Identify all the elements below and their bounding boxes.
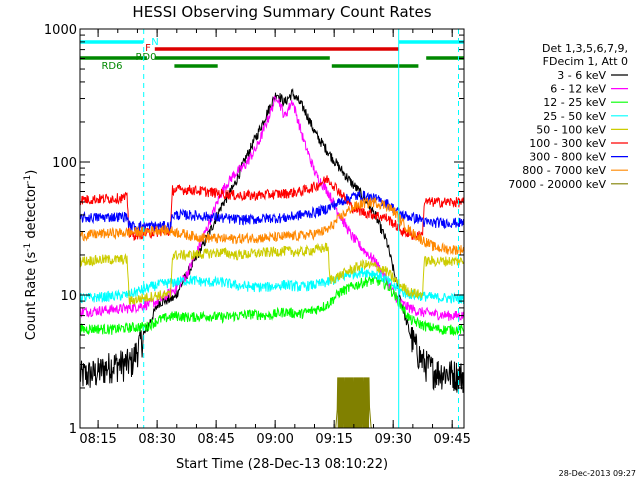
x-tick-label-09-15: 09:15 [315,432,352,447]
legend-label-300-800-kev: 300 - 800 keV [529,151,606,164]
x-axis-label: Start Time (28-Dec-13 08:10:22) [176,457,388,472]
y-axis-label-main: Count Rate (s [24,252,39,341]
legend-label-800-7000-kev: 800 - 7000 keV [522,164,606,177]
x-tick-label-08-45: 08:45 [197,432,234,447]
y-axis-label-sup: -1 [23,243,33,252]
series-line-7000-20000-kev [80,377,464,429]
legend: Det 1,3,5,6,7,9, FDecim 1, Att 0 3 - 6 k… [508,42,628,191]
legend-header-decim: FDecim 1, Att 0 [543,55,628,68]
series-line-800-7000-kev [79,196,465,256]
legend-label-7000-20000-kev: 7000 - 20000 keV [508,178,606,191]
x-tick-label-09-45: 09:45 [433,432,470,447]
footer-timestamp: 28-Dec-2013 09:27 [559,469,636,478]
x-tick-label-08-30: 08:30 [138,432,175,447]
series-line-300-800-kev [79,189,465,233]
legend-label-50-100-kev: 50 - 100 keV [536,123,606,136]
legend-label-12-25-kev: 12 - 25 keV [543,96,606,109]
y-axis-label-end: ) [24,170,39,175]
y-axis-label-mid: detector [24,183,39,243]
plot-frame [79,28,465,429]
x-tick-label-09-00: 09:00 [256,432,293,447]
y-tick-label-1000: 1000 [44,23,77,38]
series-layer [79,87,465,429]
state-bar-label-rd6: RD6 [101,61,122,72]
series-line-3-6-kev [79,87,465,393]
legend-label-25-50-kev: 25 - 50 keV [543,110,606,123]
axes-layer: 08:15 08:30 08:45 09:00 09:15 09:30 09:45 1 10 10… [44,23,471,447]
y-axis-label: Count Rate (s-1 detector-1) [23,170,39,341]
chart-title: HESSI Observing Summary Count Rates [132,3,431,21]
y-tick-label-100: 100 [52,156,77,171]
state-bar-label-f: F [145,43,151,54]
svg-text:Count Rate (s-1 detector-1): Count Rate (s-1 detector-1) [23,170,39,341]
state-bar-label-n: N [151,37,158,48]
y-axis-label-sup2: -1 [23,175,33,184]
x-tick-label-08-15: 08:15 [79,432,116,447]
x-tick-label-09-30: 09:30 [374,432,411,447]
legend-header-detectors: Det 1,3,5,6,7,9, [542,42,628,55]
y-tick-label-10: 10 [60,289,77,304]
y-tick-label-1: 1 [69,422,77,437]
legend-label-3-6-kev: 3 - 6 keV [557,69,606,82]
state-bar-label-rd0: RD0 [135,52,156,63]
legend-label-6-12-kev: 6 - 12 keV [550,83,606,96]
legend-label-100-300-kev: 100 - 300 keV [529,137,606,150]
vertical-markers-layer [143,29,459,428]
